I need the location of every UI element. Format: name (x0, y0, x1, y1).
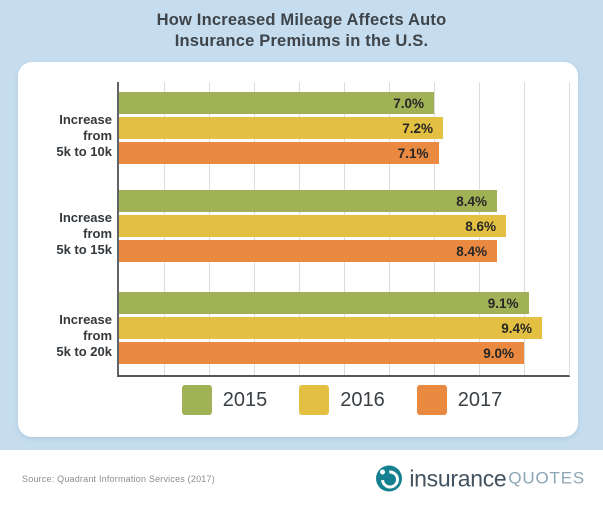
chart-title-line1: How Increased Mileage Affects Auto (156, 11, 447, 29)
legend-swatch-2016 (299, 385, 330, 415)
bar-2015-group2: 8.4% (119, 190, 497, 212)
legend-label-2016: 2016 (340, 388, 385, 411)
legend-label-2017: 2017 (457, 388, 503, 411)
insurancequotes-logo: insurance quotes (376, 465, 585, 492)
category-label-group3: Increase from 5k to 20k (28, 312, 112, 360)
bar-2017-group1: 7.1% (119, 142, 439, 164)
source-note: Source: Quadrant Information Services (2… (22, 473, 215, 484)
bar-value-label: 9.1% (487, 295, 519, 311)
brand-name-insurance: insurance (409, 465, 507, 491)
legend-item-2016: 2016 (299, 385, 385, 415)
chart-title-line2: Insurance Premiums in the U.S. (174, 32, 429, 50)
legend-swatch-2015 (181, 385, 212, 415)
category-label-line: 5k to 15k (56, 242, 112, 257)
legend-item-2017: 2017 (416, 385, 503, 415)
bar-value-label: 7.0% (393, 95, 424, 111)
bar-value-label: 8.4% (456, 193, 487, 209)
bar-2015-group3: 9.1% (119, 292, 529, 314)
chart-background: How Increased Mileage Affects Auto Insur… (0, 0, 603, 450)
insurancequotes-swirl-icon (376, 465, 403, 492)
category-label-line: Increase from (59, 210, 112, 241)
bar-2016-group3: 9.4% (119, 317, 542, 339)
bar-value-label: 9.4% (501, 320, 532, 336)
plot-area: 7.0% 7.2% 7.1% 8.4% 8.6% 8.4% 9.1% 9.4% 9.0% (117, 82, 570, 377)
chart-panel: 7.0% 7.2% 7.1% 8.4% 8.6% 8.4% 9.1% 9.4% 9.0% Inc… (18, 62, 578, 437)
legend-item-2015: 2015 (181, 385, 268, 415)
category-label-line: Increase from (59, 112, 112, 143)
bar-value-label: 8.6% (465, 218, 496, 234)
brand-name-quotes: quotes (508, 468, 585, 488)
category-label-group1: Increase from 5k to 10k (28, 112, 112, 160)
legend: 2015 2016 2017 (117, 385, 567, 415)
category-label-group2: Increase from 5k to 15k (28, 210, 112, 258)
category-label-line: 5k to 20k (56, 344, 112, 359)
category-label-line: Increase from (59, 312, 112, 343)
chart-title: How Increased Mileage Affects Auto Insur… (0, 10, 603, 52)
bar-value-label: 9.0% (483, 345, 514, 361)
bar-value-label: 8.4% (456, 243, 487, 259)
bar-value-label: 7.2% (402, 120, 433, 136)
bar-2015-group1: 7.0% (119, 92, 434, 114)
gridline-9 (524, 82, 525, 375)
category-label-line: 5k to 10k (56, 144, 112, 159)
legend-swatch-2017 (416, 385, 447, 415)
bar-2016-group1: 7.2% (119, 117, 443, 139)
legend-label-2015: 2015 (222, 388, 268, 411)
bar-value-label: 7.1% (397, 145, 429, 161)
bar-2016-group2: 8.6% (119, 215, 506, 237)
bar-2017-group2: 8.4% (119, 240, 497, 262)
footer: Source: Quadrant Information Services (2… (0, 450, 603, 507)
bar-2017-group3: 9.0% (119, 342, 524, 364)
